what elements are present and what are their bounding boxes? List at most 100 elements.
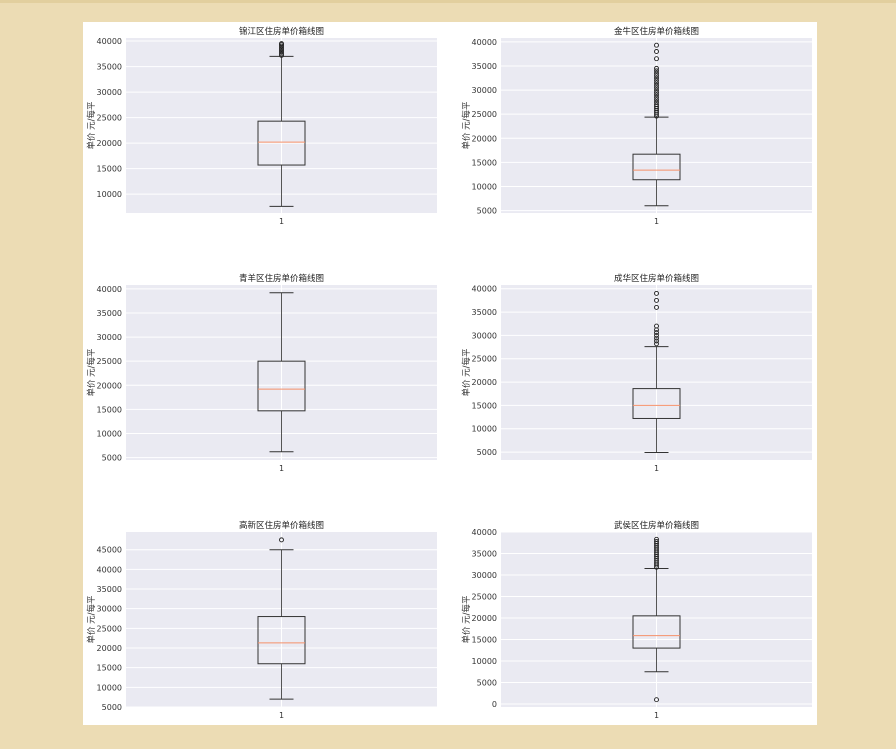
y-tick-label: 10000 (97, 190, 122, 199)
y-tick-label: 20000 (97, 644, 122, 653)
subplot-2: 5000 10000 15000 20000 25000 30000 35000 40000 金… (461, 26, 812, 226)
y-tick-label: 30000 (472, 86, 497, 95)
y-tick-label: 45000 (97, 546, 122, 555)
outlier-point (654, 90, 659, 95)
subplot-6: 0 5000 10000 15000 20000 25000 30000 35000 40000… (461, 520, 812, 720)
outlier-point (654, 85, 659, 91)
y-tick-label: 10000 (97, 683, 122, 692)
outlier-point (654, 73, 659, 79)
y-tick-label: 15000 (472, 158, 497, 167)
subplot-1: 10000 15000 20000 25000 30000 35000 40000 锦江区住房… (86, 26, 437, 226)
outlier-point (654, 330, 659, 336)
y-tick-label: 5000 (102, 703, 122, 712)
outlier-point (654, 99, 659, 105)
outlier-point (654, 536, 659, 542)
outlier-point (279, 41, 284, 47)
outlier-point (279, 46, 284, 52)
outlier-point (654, 77, 659, 83)
y-tick-label: 30000 (97, 333, 122, 342)
outlier-point (279, 43, 284, 49)
outlier-point (654, 304, 659, 310)
y-tick-label: 15000 (97, 165, 122, 174)
y-tick-label: 15000 (97, 664, 122, 673)
outlier-point (654, 97, 659, 103)
chart-title: 武侯区住房单价箱线图 (614, 520, 699, 531)
y-tick-label: 25000 (472, 592, 497, 601)
x-tick-label: 1 (654, 711, 659, 720)
outlier-point (279, 48, 284, 54)
y-tick-label: 10000 (472, 425, 497, 434)
y-tick-label: 20000 (472, 134, 497, 143)
outlier-point (654, 102, 659, 107)
y-tick-label: 20000 (472, 378, 497, 387)
y-tick-label: 40000 (97, 285, 122, 294)
y-tick-label: 35000 (472, 549, 497, 558)
y-tick-label: 25000 (97, 357, 122, 366)
y-tick-label: 20000 (472, 614, 497, 623)
outlier-point (654, 65, 659, 71)
y-tick-label: 40000 (472, 528, 497, 537)
outlier-point (654, 56, 659, 62)
box-iqr (632, 615, 681, 649)
y-tick-label: 15000 (472, 635, 497, 644)
outlier-point (654, 82, 659, 88)
top-border (0, 0, 896, 3)
y-tick-label: 20000 (97, 381, 122, 390)
y-tick-label: 25000 (472, 110, 497, 119)
x-tick-label: 1 (279, 217, 284, 226)
outlier-point (654, 87, 659, 93)
y-tick-label: 15000 (472, 401, 497, 410)
y-axis-label: 单价 元/每平 (461, 101, 472, 150)
y-tick-label: 10000 (472, 182, 497, 191)
y-tick-label: 40000 (472, 285, 497, 294)
figure: 10000 15000 20000 25000 30000 35000 40000 锦江区住房… (83, 22, 817, 725)
y-tick-label: 40000 (97, 565, 122, 574)
subplot-5: 5000 10000 15000 20000 25000 30000 35000 40000 4… (86, 520, 437, 720)
y-tick-label: 40000 (472, 38, 497, 47)
outlier-point (654, 94, 659, 100)
y-tick-label: 35000 (472, 62, 497, 71)
y-tick-label: 30000 (472, 571, 497, 580)
y-tick-label: 5000 (477, 678, 497, 687)
box-iqr (257, 360, 306, 412)
y-axis-label: 单价 元/每平 (86, 101, 97, 150)
chart-title: 高新区住房单价箱线图 (239, 520, 324, 531)
y-axis-label: 单价 元/每平 (86, 348, 97, 397)
y-tick-label: 30000 (97, 88, 122, 97)
box-iqr (257, 616, 306, 665)
outlier-point (654, 697, 659, 703)
chart-title: 青羊区住房单价箱线图 (239, 273, 324, 284)
y-tick-label: 5000 (477, 448, 497, 457)
y-tick-label: 35000 (97, 63, 122, 72)
y-tick-label: 15000 (97, 405, 122, 414)
x-tick-label: 1 (279, 711, 284, 720)
outlier-point (654, 335, 659, 341)
y-tick-label: 25000 (97, 624, 122, 633)
box-iqr (632, 388, 681, 419)
outlier-point (654, 70, 659, 76)
outlier-point (654, 539, 659, 544)
x-tick-label: 1 (654, 217, 659, 226)
y-tick-label: 35000 (97, 585, 122, 594)
chart-title: 锦江区住房单价箱线图 (239, 26, 324, 37)
box-iqr (257, 120, 306, 166)
y-axis-label: 单价 元/每平 (461, 595, 472, 644)
box-iqr (632, 153, 681, 181)
y-tick-label: 35000 (472, 308, 497, 317)
y-axis-label: 单价 元/每平 (86, 595, 97, 644)
outlier-point (654, 68, 659, 74)
outlier-point (654, 92, 659, 98)
y-tick-label: 40000 (97, 37, 122, 46)
outlier-point (654, 323, 659, 329)
y-tick-label: 0 (492, 700, 497, 709)
outlier-point (279, 52, 284, 58)
chart-title: 成华区住房单价箱线图 (614, 273, 699, 284)
outlier-point (279, 51, 284, 57)
outlier-point (654, 341, 659, 347)
y-tick-label: 35000 (97, 309, 122, 318)
boxplot-grid: 10000150002000025000300003500040000锦江区住房… (86, 26, 812, 720)
y-tick-label: 30000 (472, 331, 497, 340)
outlier-point (654, 332, 659, 338)
outlier-point (654, 338, 659, 344)
y-tick-label: 10000 (97, 429, 122, 438)
